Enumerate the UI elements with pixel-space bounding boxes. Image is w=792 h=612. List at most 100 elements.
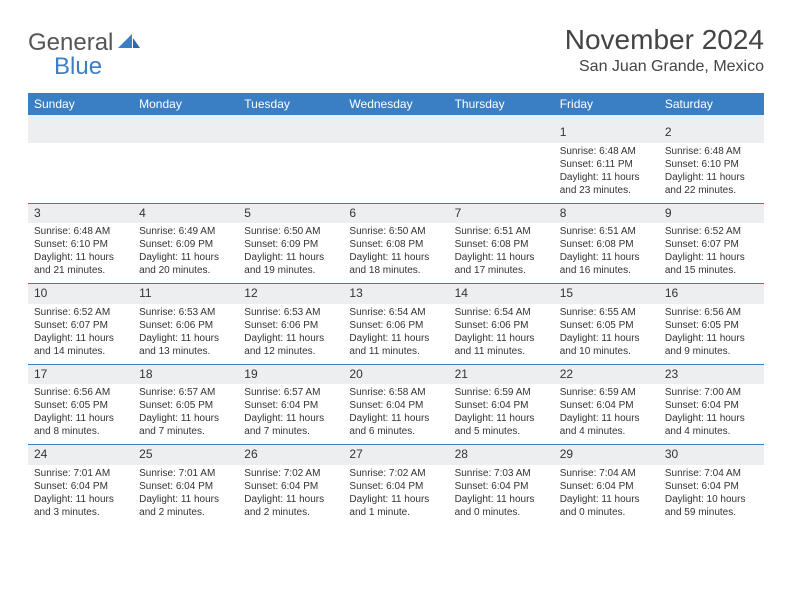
day-cell <box>449 123 554 143</box>
logo-word1: General <box>28 29 113 56</box>
day-cell: Sunrise: 7:03 AMSunset: 6:04 PMDaylight:… <box>449 465 554 525</box>
daylight-line-1: Daylight: 11 hours <box>34 332 127 345</box>
day-cell: 12 <box>238 284 343 304</box>
day-cell: 19 <box>238 364 343 384</box>
day-body <box>133 143 238 164</box>
week-number-row: 24252627282930 <box>28 445 764 465</box>
daylight-line-1: Daylight: 11 hours <box>34 493 127 506</box>
day-number: 5 <box>238 204 343 224</box>
day-cell <box>133 143 238 204</box>
day-number: 26 <box>238 445 343 465</box>
page-title: November 2024 <box>565 24 764 56</box>
day-body: Sunrise: 7:01 AMSunset: 6:04 PMDaylight:… <box>28 465 133 525</box>
sunrise-line: Sunrise: 6:57 AM <box>139 386 232 399</box>
day-cell: Sunrise: 6:48 AMSunset: 6:10 PMDaylight:… <box>28 223 133 284</box>
sunrise-line: Sunrise: 7:01 AM <box>139 467 232 480</box>
day-cell: 29 <box>554 445 659 465</box>
day-number: 19 <box>238 365 343 385</box>
sunset-line: Sunset: 6:08 PM <box>349 238 442 251</box>
day-cell: 20 <box>343 364 448 384</box>
day-cell: 22 <box>554 364 659 384</box>
day-body <box>343 143 448 164</box>
logo-sail-icon <box>118 34 140 55</box>
day-body <box>238 143 343 164</box>
day-cell: Sunrise: 7:04 AMSunset: 6:04 PMDaylight:… <box>554 465 659 525</box>
day-number: 4 <box>133 204 238 224</box>
sunrise-line: Sunrise: 6:56 AM <box>665 306 758 319</box>
sunrise-line: Sunrise: 6:52 AM <box>665 225 758 238</box>
day-cell: Sunrise: 6:53 AMSunset: 6:06 PMDaylight:… <box>238 304 343 365</box>
day-body: Sunrise: 6:53 AMSunset: 6:06 PMDaylight:… <box>238 304 343 364</box>
sunset-line: Sunset: 6:09 PM <box>244 238 337 251</box>
day-cell: 23 <box>659 364 764 384</box>
day-number: 17 <box>28 365 133 385</box>
sunset-line: Sunset: 6:05 PM <box>665 319 758 332</box>
day-body <box>28 143 133 164</box>
day-cell: 24 <box>28 445 133 465</box>
sunset-line: Sunset: 6:08 PM <box>455 238 548 251</box>
daylight-line-1: Daylight: 11 hours <box>244 493 337 506</box>
sunset-line: Sunset: 6:04 PM <box>244 480 337 493</box>
day-body: Sunrise: 7:02 AMSunset: 6:04 PMDaylight:… <box>343 465 448 525</box>
sunrise-line: Sunrise: 7:00 AM <box>665 386 758 399</box>
daylight-line-1: Daylight: 11 hours <box>560 251 653 264</box>
sunset-line: Sunset: 6:06 PM <box>244 319 337 332</box>
day-body: Sunrise: 7:03 AMSunset: 6:04 PMDaylight:… <box>449 465 554 525</box>
day-number: 9 <box>659 204 764 224</box>
day-cell: Sunrise: 6:48 AMSunset: 6:11 PMDaylight:… <box>554 143 659 204</box>
sunrise-line: Sunrise: 6:54 AM <box>349 306 442 319</box>
sunset-line: Sunset: 6:04 PM <box>349 399 442 412</box>
day-number: 7 <box>449 204 554 224</box>
daylight-line-2: and 7 minutes. <box>244 425 337 438</box>
day-number: 24 <box>28 445 133 465</box>
day-number <box>133 123 238 143</box>
daylight-line-2: and 11 minutes. <box>349 345 442 358</box>
day-cell: Sunrise: 6:53 AMSunset: 6:06 PMDaylight:… <box>133 304 238 365</box>
sunrise-line: Sunrise: 6:56 AM <box>34 386 127 399</box>
daylight-line-2: and 13 minutes. <box>139 345 232 358</box>
daylight-line-1: Daylight: 11 hours <box>139 332 232 345</box>
sunrise-line: Sunrise: 6:52 AM <box>34 306 127 319</box>
daylight-line-1: Daylight: 11 hours <box>665 332 758 345</box>
daylight-line-1: Daylight: 11 hours <box>455 332 548 345</box>
week-number-row: 17181920212223 <box>28 364 764 384</box>
sunrise-line: Sunrise: 6:53 AM <box>244 306 337 319</box>
sunset-line: Sunset: 6:10 PM <box>34 238 127 251</box>
day-body: Sunrise: 6:52 AMSunset: 6:07 PMDaylight:… <box>28 304 133 364</box>
sunset-line: Sunset: 6:04 PM <box>349 480 442 493</box>
day-body: Sunrise: 7:02 AMSunset: 6:04 PMDaylight:… <box>238 465 343 525</box>
day-number: 14 <box>449 284 554 304</box>
dow-header: Saturday <box>659 93 764 115</box>
sunrise-line: Sunrise: 6:50 AM <box>244 225 337 238</box>
day-cell: Sunrise: 6:57 AMSunset: 6:04 PMDaylight:… <box>238 384 343 445</box>
daylight-line-2: and 18 minutes. <box>349 264 442 277</box>
day-number: 18 <box>133 365 238 385</box>
week-number-row: 12 <box>28 123 764 143</box>
daylight-line-2: and 11 minutes. <box>455 345 548 358</box>
daylight-line-2: and 2 minutes. <box>139 506 232 519</box>
week-body-row: Sunrise: 6:52 AMSunset: 6:07 PMDaylight:… <box>28 304 764 365</box>
daylight-line-2: and 21 minutes. <box>34 264 127 277</box>
dow-header: Monday <box>133 93 238 115</box>
day-cell: 15 <box>554 284 659 304</box>
sunrise-line: Sunrise: 6:48 AM <box>34 225 127 238</box>
day-body: Sunrise: 6:57 AMSunset: 6:04 PMDaylight:… <box>238 384 343 444</box>
day-number: 10 <box>28 284 133 304</box>
daylight-line-1: Daylight: 11 hours <box>560 412 653 425</box>
sunrise-line: Sunrise: 6:54 AM <box>455 306 548 319</box>
week-number-row: 10111213141516 <box>28 284 764 304</box>
sunset-line: Sunset: 6:06 PM <box>349 319 442 332</box>
day-body: Sunrise: 6:59 AMSunset: 6:04 PMDaylight:… <box>554 384 659 444</box>
day-cell: 16 <box>659 284 764 304</box>
daylight-line-1: Daylight: 11 hours <box>244 332 337 345</box>
day-body: Sunrise: 6:59 AMSunset: 6:04 PMDaylight:… <box>449 384 554 444</box>
sunrise-line: Sunrise: 7:01 AM <box>34 467 127 480</box>
daylight-line-1: Daylight: 11 hours <box>349 412 442 425</box>
day-cell: Sunrise: 6:55 AMSunset: 6:05 PMDaylight:… <box>554 304 659 365</box>
sunrise-line: Sunrise: 6:59 AM <box>560 386 653 399</box>
day-cell: Sunrise: 6:56 AMSunset: 6:05 PMDaylight:… <box>28 384 133 445</box>
day-cell: Sunrise: 6:50 AMSunset: 6:08 PMDaylight:… <box>343 223 448 284</box>
day-cell: 21 <box>449 364 554 384</box>
sunrise-line: Sunrise: 6:58 AM <box>349 386 442 399</box>
day-number: 21 <box>449 365 554 385</box>
